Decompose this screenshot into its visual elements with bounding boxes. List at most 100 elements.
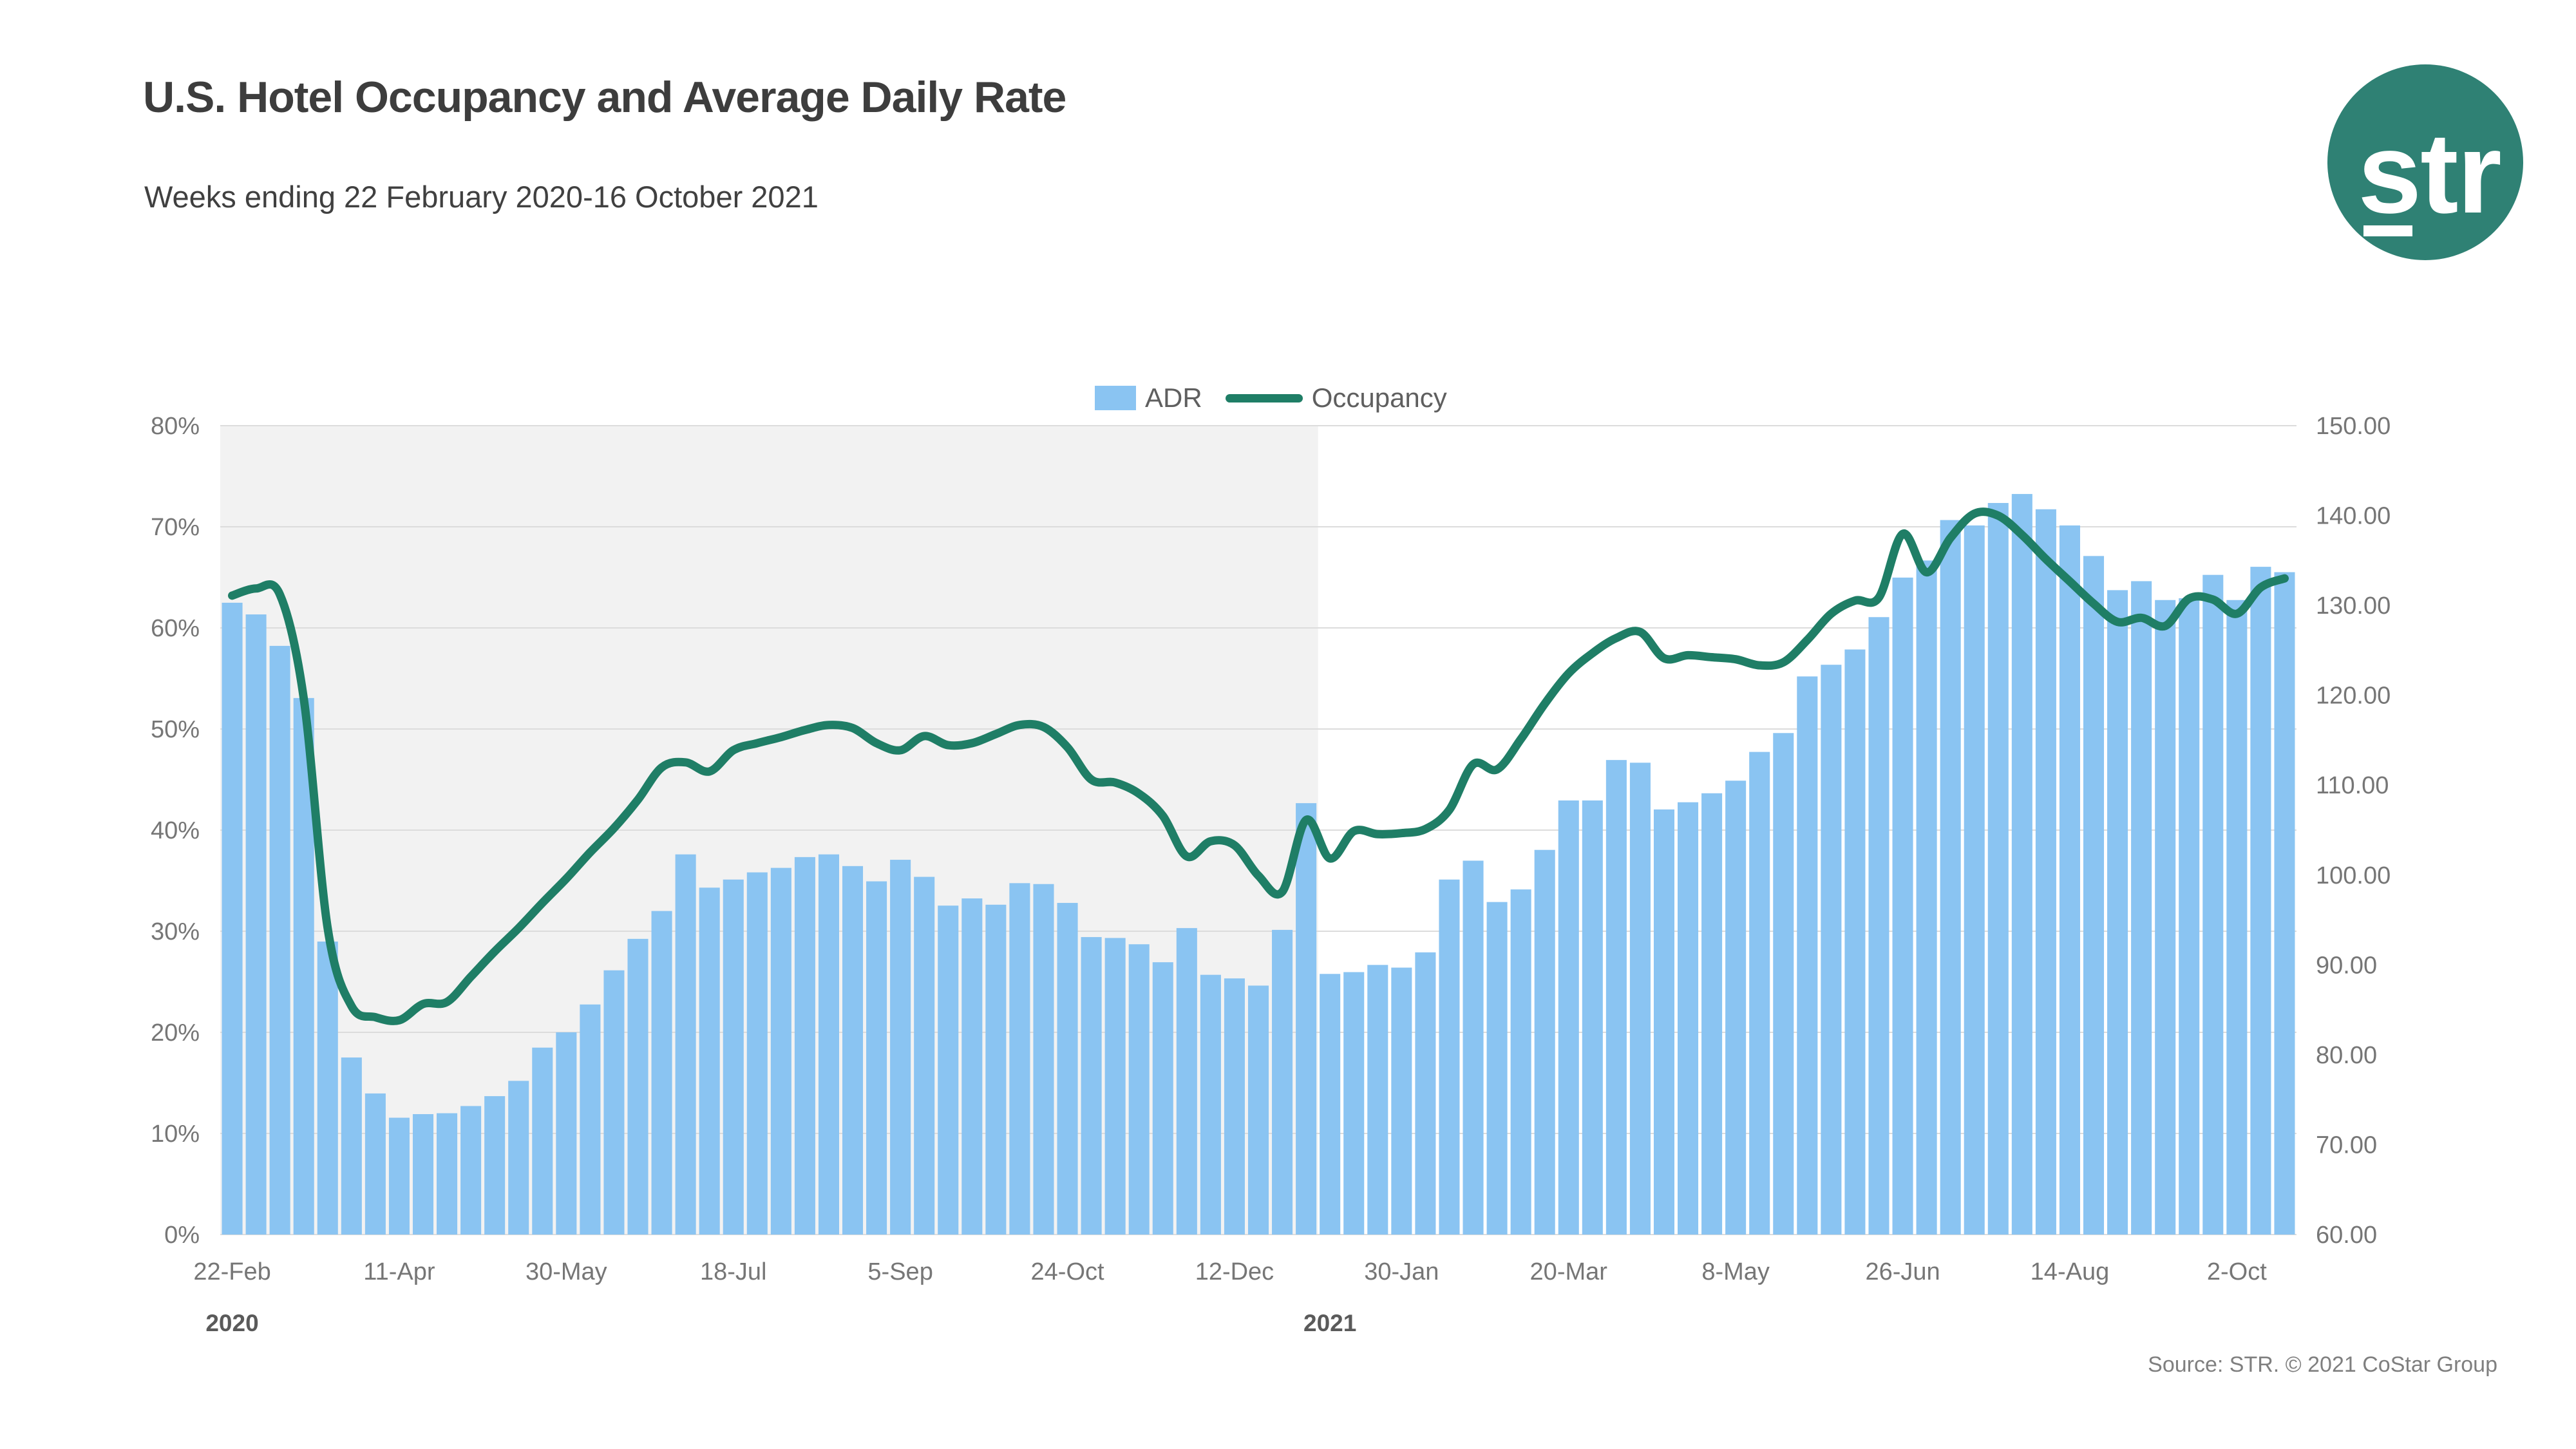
adr-bar: [1725, 781, 1747, 1235]
page-title: U.S. Hotel Occupancy and Average Daily R…: [143, 73, 1066, 122]
adr-bar: [985, 904, 1007, 1235]
adr-bar: [1821, 665, 1842, 1235]
adr-bar: [1247, 985, 1269, 1235]
adr-bar: [1009, 883, 1030, 1235]
adr-bar: [842, 866, 864, 1235]
right-axis-tick-label: 120.00: [2316, 683, 2391, 710]
legend-item-occupancy: Occupancy: [1225, 383, 1447, 413]
x-axis-tick-label: 12-Dec: [1195, 1258, 1274, 1285]
adr-bar: [1605, 760, 1627, 1235]
logo-underline: [2363, 225, 2412, 236]
adr-bar: [508, 1081, 529, 1235]
adr-bar: [1057, 903, 1078, 1235]
adr-bar: [1463, 860, 1484, 1235]
right-axis-tick-label: 70.00: [2316, 1132, 2377, 1159]
adr-bar: [1415, 952, 1436, 1235]
adr-bar: [1868, 617, 1889, 1235]
right-axis-tick-label: 80.00: [2316, 1042, 2377, 1069]
adr-bar: [651, 911, 672, 1235]
adr-bar: [1558, 800, 1579, 1235]
x-axis-year-label: 2021: [1303, 1310, 1356, 1336]
adr-bar: [2155, 600, 2176, 1235]
adr-bar: [2131, 581, 2152, 1235]
x-axis-tick-label: 2-Oct: [2207, 1258, 2267, 1285]
adr-bar: [675, 854, 696, 1235]
adr-bar: [2250, 567, 2271, 1235]
adr-bar: [484, 1096, 506, 1235]
occupancy-legend-label: Occupancy: [1311, 383, 1447, 413]
chart-legend: ADR Occupancy: [1095, 379, 1533, 417]
adr-bar: [365, 1093, 386, 1235]
right-axis-tick-label: 110.00: [2316, 772, 2389, 799]
adr-bar: [627, 938, 649, 1235]
adr-bar: [1104, 938, 1126, 1235]
adr-bar: [1439, 879, 1460, 1235]
left-axis-tick-label: 20%: [151, 1019, 200, 1046]
adr-bar: [245, 614, 267, 1235]
logo-circle: [2327, 64, 2523, 260]
right-axis-tick-label: 90.00: [2316, 952, 2377, 979]
adr-bar: [1320, 974, 1341, 1235]
adr-bar: [1152, 962, 1173, 1235]
adr-bar: [1773, 733, 1794, 1235]
left-axis-tick-label: 60%: [151, 615, 200, 642]
adr-bar: [866, 881, 887, 1235]
x-axis-tick-label: 18-Jul: [700, 1258, 767, 1285]
x-axis-tick-label: 20-Mar: [1530, 1258, 1608, 1285]
adr-bar: [1629, 762, 1651, 1235]
adr-bar: [1081, 937, 1102, 1235]
left-axis-tick-label: 50%: [151, 716, 200, 743]
page-subtitle: Weeks ending 22 February 2020-16 October…: [144, 180, 819, 214]
adr-bar: [1892, 577, 1913, 1235]
occupancy-swatch-icon: [1225, 393, 1303, 402]
adr-bar: [222, 602, 243, 1235]
legend-item-adr: ADR: [1095, 383, 1202, 413]
adr-swatch-icon: [1095, 386, 1136, 410]
adr-bar: [2179, 598, 2200, 1235]
x-axis-tick-label: 14-Aug: [2031, 1258, 2110, 1285]
right-axis-tick-label: 150.00: [2316, 413, 2391, 440]
x-axis-tick-label: 30-Jan: [1364, 1258, 1439, 1285]
left-axis-tick-label: 70%: [151, 514, 200, 541]
adr-bar: [1749, 752, 1770, 1235]
adr-bar: [1176, 928, 1197, 1235]
adr-bar: [460, 1106, 482, 1235]
left-axis-tick-label: 40%: [151, 817, 200, 844]
adr-bar: [2274, 572, 2295, 1235]
adr-bar: [1367, 965, 1388, 1235]
adr-bar: [1343, 972, 1365, 1235]
adr-bar: [1844, 649, 1866, 1235]
adr-bar: [1797, 676, 1818, 1235]
adr-bar: [532, 1047, 553, 1235]
adr-bar: [1678, 802, 1699, 1235]
x-axis-year-label: 2020: [205, 1310, 258, 1336]
adr-bar: [437, 1113, 458, 1235]
left-axis-tick-label: 30%: [151, 918, 200, 945]
occupancy-line: [228, 507, 2289, 1025]
adr-bar: [938, 905, 959, 1235]
adr-bar: [770, 867, 791, 1235]
adr-bar: [2202, 574, 2224, 1235]
right-axis-tick-label: 100.00: [2316, 862, 2391, 889]
adr-bar: [2011, 494, 2032, 1235]
adr-bar: [914, 876, 935, 1235]
str-logo: str: [2327, 64, 2523, 260]
adr-bar: [580, 1004, 601, 1235]
adr-bar: [1534, 849, 1555, 1235]
adr-bar: [890, 860, 911, 1235]
adr-bar: [1128, 944, 1150, 1235]
x-axis-tick-label: 26-Jun: [1865, 1258, 1940, 1285]
adr-bar: [2059, 525, 2080, 1235]
left-axis-tick-label: 80%: [151, 413, 200, 440]
x-axis-tick-label: 24-Oct: [1031, 1258, 1104, 1285]
adr-bar: [699, 887, 720, 1235]
adr-bar: [1582, 800, 1603, 1235]
adr-bar: [556, 1032, 577, 1235]
adr-bar: [1653, 809, 1675, 1235]
right-axis-tick-label: 130.00: [2316, 592, 2391, 620]
source-note: Source: STR. © 2021 CoStar Group: [2148, 1352, 2497, 1377]
adr-bar: [317, 942, 338, 1235]
adr-bar: [2226, 600, 2248, 1235]
adr-bar: [1964, 525, 1985, 1235]
